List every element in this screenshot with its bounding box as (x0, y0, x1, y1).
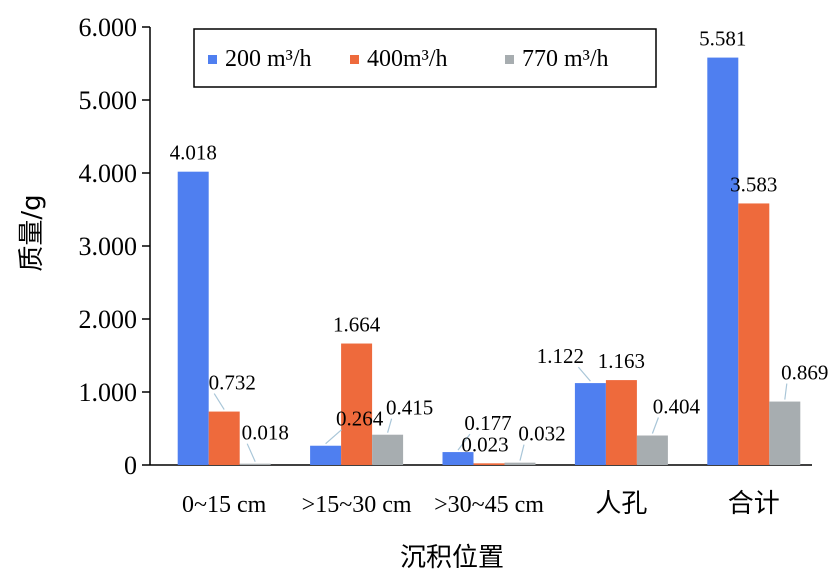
bar (605, 380, 637, 465)
data-label: 1.163 (598, 349, 645, 373)
label-leader-line (246, 443, 256, 462)
data-label: 5.581 (699, 27, 746, 51)
y-tick-label: 2.000 (79, 305, 138, 334)
y-tick-label: 5.000 (79, 86, 138, 115)
x-category-label: 合计 (728, 489, 780, 519)
data-label: 0.404 (653, 395, 701, 419)
y-tick-label: 1.000 (79, 378, 138, 407)
data-label: 0.264 (336, 407, 384, 431)
label-leader-line (457, 433, 471, 451)
label-leader-line (387, 418, 393, 433)
y-tick-label: 3.000 (79, 232, 138, 261)
y-tick-label: 6.000 (79, 13, 138, 42)
legend-box (193, 28, 657, 88)
bar (341, 343, 373, 465)
legend-swatch (208, 55, 217, 64)
bar (310, 445, 342, 465)
x-category-label: >30~45 cm (434, 492, 544, 518)
data-label: 0.023 (461, 432, 508, 456)
x-category-label: 人孔 (595, 489, 647, 519)
label-leader-line (325, 429, 342, 445)
x-category-label: 0~15 cm (182, 492, 267, 518)
data-label: 0.018 (242, 421, 289, 445)
bar (769, 401, 801, 465)
label-leader-line (213, 393, 225, 410)
data-label: 0.732 (209, 371, 256, 395)
bar (504, 462, 536, 465)
bar (738, 203, 770, 466)
bar (239, 463, 271, 465)
legend-entry: 200 m³/h (225, 46, 312, 72)
data-label: 3.583 (730, 172, 777, 196)
bar (372, 434, 404, 465)
bar (636, 435, 668, 465)
bar (707, 57, 739, 465)
data-label: 0.032 (518, 422, 565, 446)
legend: 200 m³/h 400m³/h 770 m³/h (193, 28, 657, 88)
legend-swatch (505, 55, 514, 64)
data-label: 4.018 (170, 141, 217, 165)
bar (574, 383, 606, 465)
x-axis-categories: 0~15 cm >15~30 cm >30~45 cm 人孔 合计 (182, 489, 780, 519)
data-label: 0.415 (386, 396, 433, 420)
bars-group (177, 57, 801, 466)
data-label: 0.869 (781, 361, 828, 385)
bar (473, 463, 505, 465)
label-leader-line (577, 366, 591, 382)
label-leader-line (519, 444, 525, 461)
legend-entry: 400m³/h (367, 46, 448, 72)
data-label: 1.122 (537, 344, 584, 368)
y-axis-title: 质量/g (17, 194, 47, 271)
bar (177, 171, 209, 465)
y-tick-label: 0 (124, 451, 137, 480)
bar (442, 452, 474, 465)
bar (208, 411, 240, 465)
legend-swatch (350, 55, 359, 64)
data-label: 0.177 (464, 411, 511, 435)
data-label: 1.664 (333, 313, 381, 337)
legend-entry: 770 m³/h (522, 46, 609, 72)
y-tick-label: 4.000 (79, 159, 138, 188)
x-axis-title: 沉积位置 (400, 543, 504, 573)
y-axis-ticks: 0 1.000 2.000 3.000 4.000 5.000 6.000 (79, 13, 150, 480)
label-leader-line (784, 383, 788, 400)
label-leader-lines (213, 366, 788, 462)
x-category-label: >15~30 cm (302, 492, 412, 518)
label-leader-line (651, 417, 659, 434)
data-labels-group: 4.018 0.264 0.177 1.122 5.581 0.732 1.664 0.023… (170, 27, 829, 457)
